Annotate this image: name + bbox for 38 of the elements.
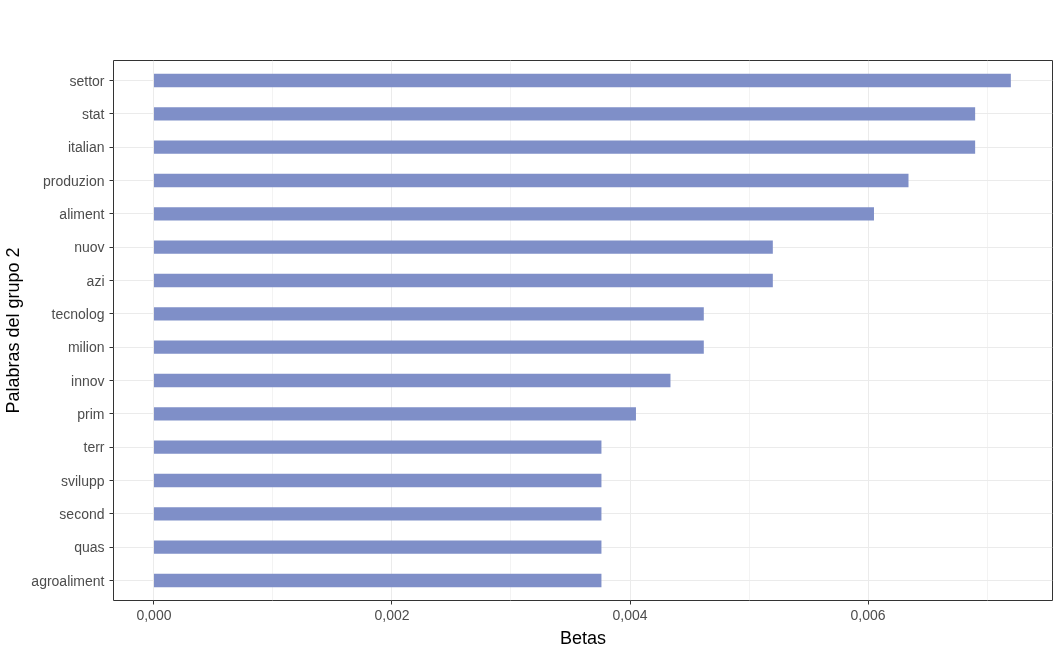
bar — [153, 107, 976, 121]
y-tick-label: innov — [71, 372, 105, 389]
x-tick-label: 0,000 — [136, 606, 172, 623]
x-axis-title: Betas — [559, 627, 607, 648]
y-tick-label: stat — [81, 105, 105, 122]
y-tick-label: nuov — [74, 239, 105, 256]
y-axis-title: Palabras del grupo 2 — [3, 247, 24, 414]
y-tick-label: terr — [83, 439, 105, 456]
x-tick-label: 0,004 — [612, 606, 648, 623]
bar — [153, 207, 874, 221]
y-tick-label: prim — [77, 405, 105, 422]
bar — [153, 573, 602, 588]
bar — [153, 440, 602, 454]
y-tick-label: agroaliment — [31, 572, 105, 589]
y-tick-label: aliment — [59, 205, 105, 222]
y-tick-label: settor — [69, 72, 105, 89]
y-tick-label: produzion — [43, 172, 105, 189]
bar — [153, 540, 602, 554]
bar — [153, 340, 704, 354]
bar — [153, 473, 602, 488]
bar — [153, 407, 636, 421]
y-tick-label: quas — [74, 539, 105, 556]
y-tick-label: tecnolog — [51, 305, 105, 322]
bar — [153, 373, 671, 388]
bar — [153, 140, 976, 154]
x-tick-label: 0,006 — [850, 606, 886, 623]
y-tick-label: azi — [86, 272, 105, 289]
bar — [153, 507, 602, 521]
bar — [153, 273, 773, 288]
y-tick-label: svilupp — [60, 472, 105, 489]
y-tick-label: milion — [67, 339, 105, 356]
bar — [153, 240, 773, 254]
bar — [153, 73, 1011, 88]
y-tick-label: second — [59, 505, 105, 522]
y-tick-label: italian — [67, 139, 105, 156]
bar — [153, 173, 909, 188]
bar — [153, 307, 704, 321]
x-tick-label: 0,002 — [374, 606, 410, 623]
